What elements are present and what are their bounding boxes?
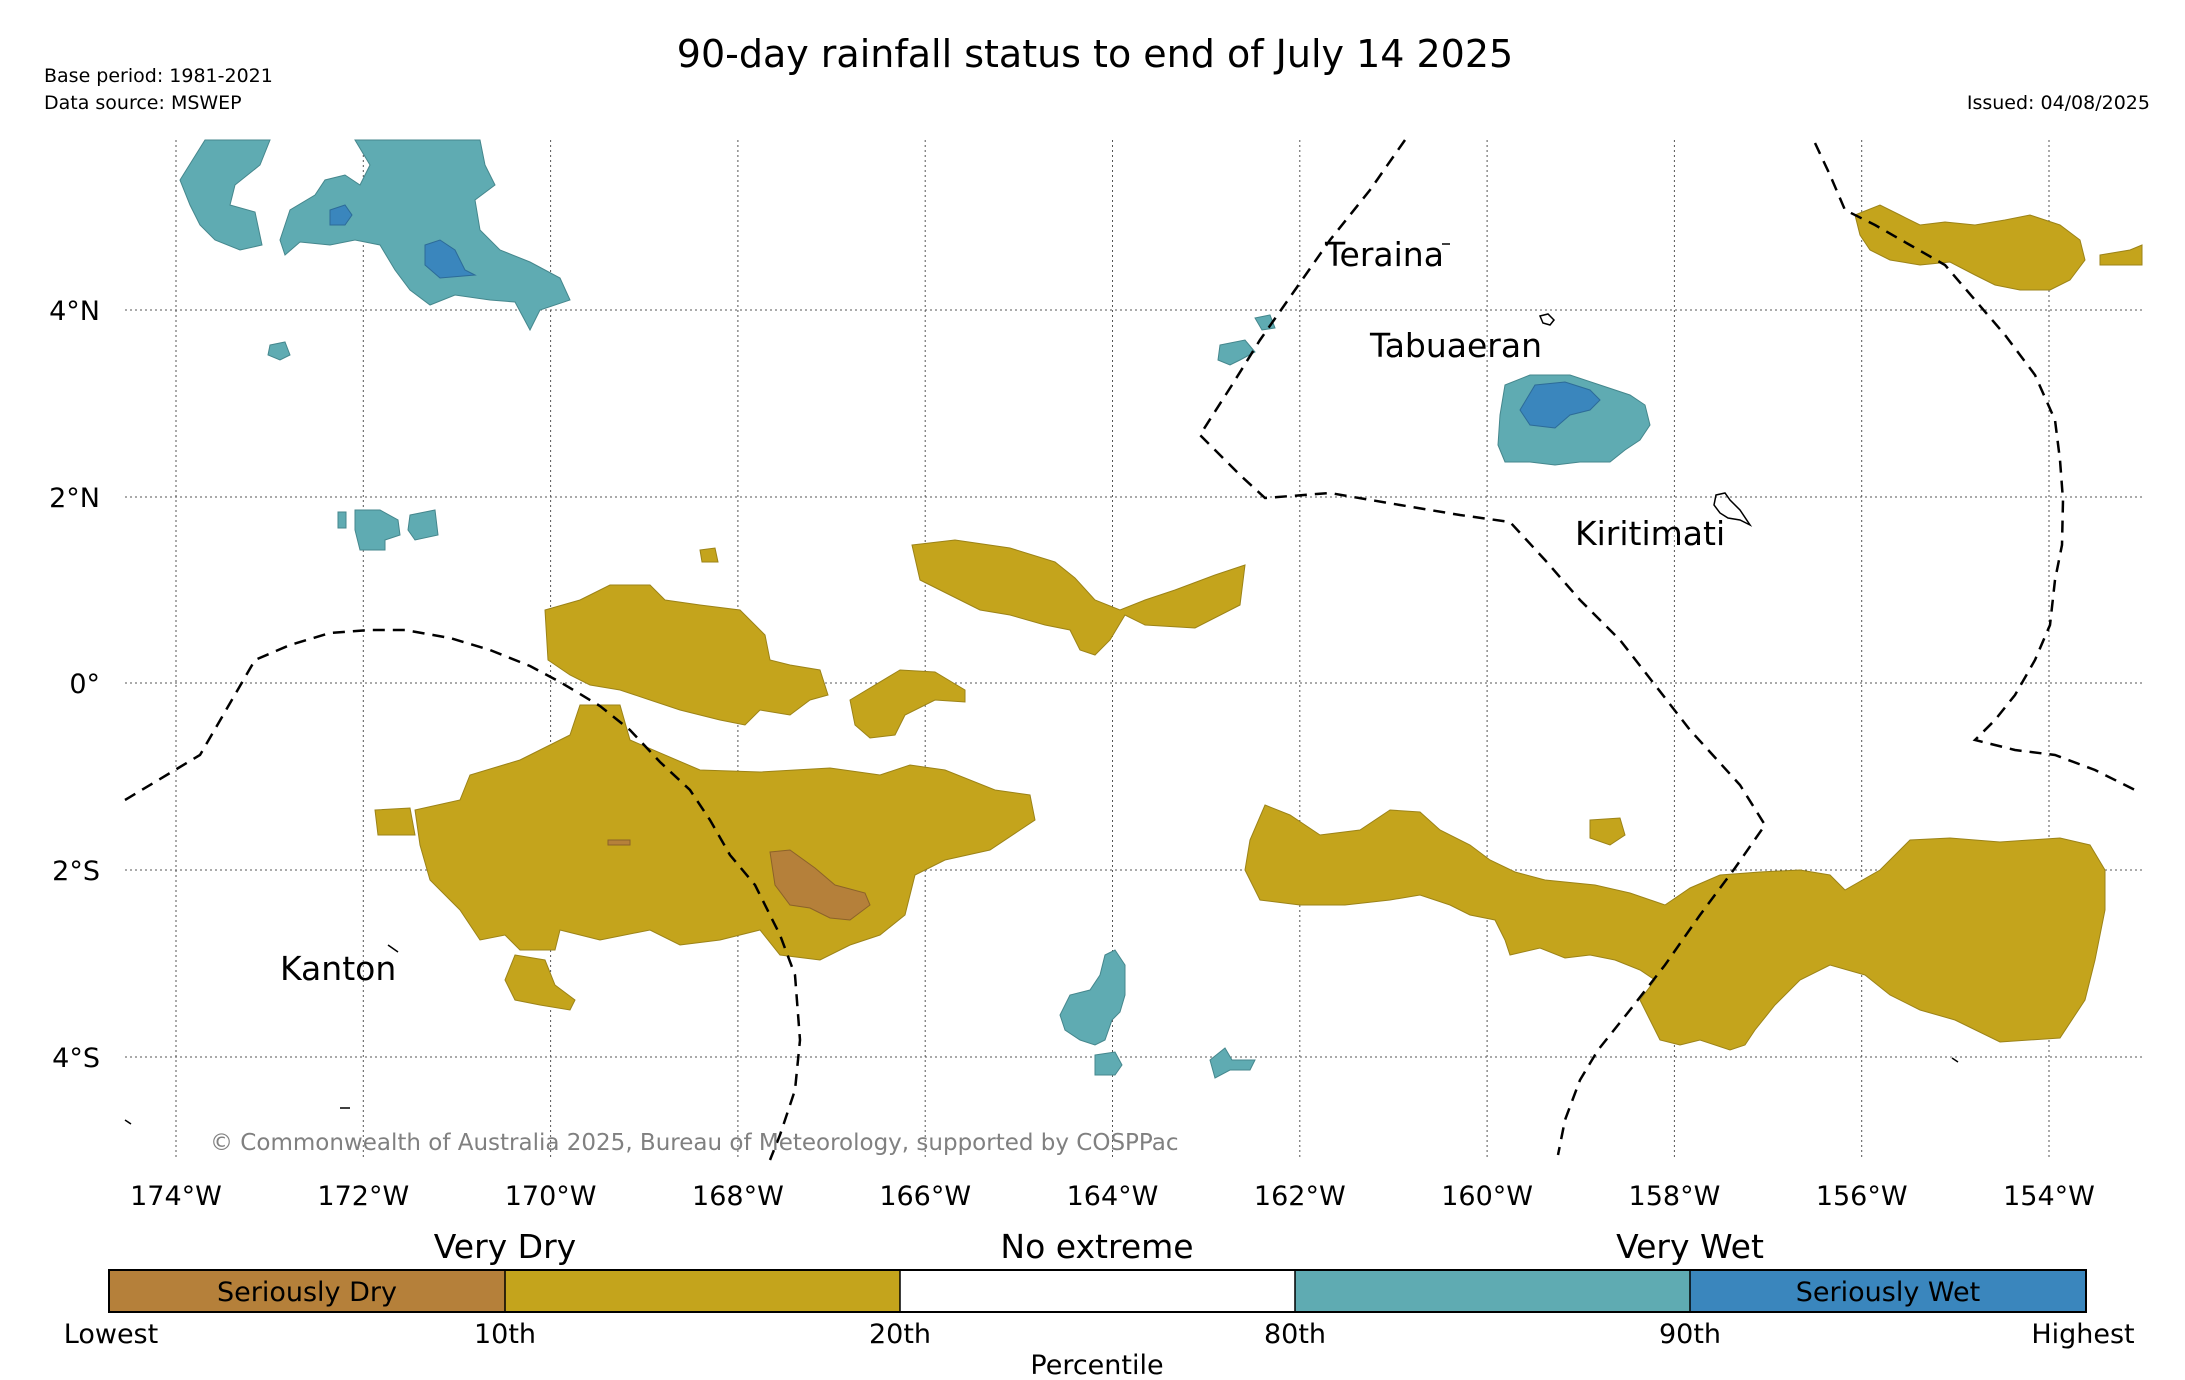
lon-tick-label: 168°W <box>692 1181 784 1212</box>
copyright-notice: © Commonwealth of Australia 2025, Bureau… <box>210 1130 1179 1156</box>
small-island-3 <box>1951 1057 1959 1063</box>
seriously-dry-speck <box>607 839 631 846</box>
legend-colorbar-frame <box>108 1269 2087 1313</box>
very-dry-region-central-south-tail <box>504 954 576 1011</box>
place-label-kanton: Kanton <box>280 949 396 988</box>
lon-tick-label: 170°W <box>505 1181 597 1212</box>
legend-label-seriously-dry: Seriously Dry <box>217 1277 397 1308</box>
axis-tick-labels: 174°W 172°W 170°W 168°W 166°W 164°W 162°W 160°W… <box>49 296 2095 1212</box>
lon-tick-label: 158°W <box>1629 1181 1721 1212</box>
lat-tick-label: 2°N <box>49 483 100 514</box>
tabuaeran-island <box>1538 313 1556 326</box>
map-area: © Commonwealth of Australia 2025, Bureau… <box>124 139 2143 1161</box>
lon-tick-label: 156°W <box>1816 1181 1908 1212</box>
very-wet-region-nw-2 <box>279 139 571 332</box>
very-wet-region-west-3 <box>337 511 347 529</box>
lon-tick-label: 154°W <box>2003 1181 2095 1212</box>
very-dry-region-equator-west <box>544 584 829 726</box>
very-wet-region-south-mid-1 <box>1059 949 1126 1046</box>
legend-swatch-seriously-dry <box>109 1270 505 1312</box>
seriously-dry-region <box>769 849 871 921</box>
very-wet-regions <box>179 139 1651 1079</box>
legend-swatch-seriously-wet <box>1690 1270 2086 1312</box>
legend-axis-label: Percentile <box>1030 1350 1163 1380</box>
very-dry-speck-1 <box>1589 817 1626 846</box>
lon-tick-label: 160°W <box>1441 1181 1533 1212</box>
very-wet-region-nw-1 <box>179 139 271 251</box>
data-source: Data source: MSWEP <box>44 92 242 114</box>
legend-tick-90th: 90th <box>1659 1319 1721 1350</box>
place-label-teraina: Teraina <box>1324 235 1444 274</box>
place-label-kiritimati: Kiritimati <box>1575 514 1725 553</box>
legend-tick-lowest: Lowest <box>64 1319 158 1350</box>
issued-date: Issued: 04/08/2025 <box>1967 92 2150 114</box>
lat-tick-label: 4°N <box>49 296 100 327</box>
legend-tick-highest: Highest <box>2031 1319 2134 1350</box>
very-dry-region-north-mid <box>911 539 1246 656</box>
very-dry-region-ne-tail <box>2099 244 2143 266</box>
very-dry-region-equator-mid <box>849 669 966 739</box>
eez-boundary-kanton <box>124 628 802 1161</box>
legend-tick-80th: 80th <box>1264 1319 1326 1350</box>
kanton-island <box>387 944 399 953</box>
very-dry-region-central-south <box>414 704 1036 961</box>
lat-tick-label: 2°S <box>52 856 100 887</box>
legend-head-very-dry: Very Dry <box>434 1227 576 1266</box>
very-dry-regions <box>374 204 2143 1051</box>
seriously-dry-regions <box>607 839 871 921</box>
lon-tick-label: 162°W <box>1254 1181 1346 1212</box>
small-island-2 <box>124 1119 132 1125</box>
legend-tick-10th: 10th <box>474 1319 536 1350</box>
very-dry-region-ne <box>1854 204 2086 291</box>
legend-swatch-very-wet <box>1295 1270 1690 1312</box>
legend: Very Dry No extreme Very Wet Seriously D… <box>64 1227 2135 1380</box>
kiritimati-island <box>1713 492 1753 527</box>
legend-dividers <box>504 1270 1691 1312</box>
lon-tick-label: 166°W <box>879 1181 971 1212</box>
eez-boundaries <box>124 139 2136 1161</box>
very-wet-region-north-mid-1 <box>1217 339 1256 366</box>
legend-head-very-wet: Very Wet <box>1616 1227 1764 1266</box>
island-outlines <box>124 243 1959 1125</box>
very-wet-region-west-2 <box>407 509 439 541</box>
very-wet-region-south-mid-2 <box>1094 1051 1123 1076</box>
map-title: 90-day rainfall status to end of July 14… <box>677 32 1513 76</box>
seriously-wet-region-nw-1 <box>329 204 353 226</box>
very-dry-speck-2 <box>699 547 719 563</box>
lat-tick-label: 0° <box>69 669 100 700</box>
very-dry-region-west-stub <box>374 807 416 836</box>
legend-swatch-no-extreme <box>900 1270 1295 1312</box>
very-dry-region-east-south <box>1244 804 2106 1051</box>
seriously-wet-region-tabuaeran <box>1519 381 1601 429</box>
seriously-wet-regions <box>329 204 1601 429</box>
lon-tick-label: 174°W <box>130 1181 222 1212</box>
legend-label-seriously-wet: Seriously Wet <box>1796 1277 1980 1308</box>
base-period: Base period: 1981-2021 <box>44 65 273 87</box>
very-wet-region-nw-speck <box>267 341 291 361</box>
very-wet-region-west-1 <box>354 509 401 551</box>
lat-tick-label: 4°S <box>52 1043 100 1074</box>
place-label-tabuaeran: Tabuaeran <box>1369 326 1542 365</box>
legend-swatch-very-dry <box>505 1270 900 1312</box>
very-wet-region-south-mid-3 <box>1209 1047 1256 1079</box>
lon-tick-label: 172°W <box>317 1181 409 1212</box>
legend-tick-20th: 20th <box>869 1319 931 1350</box>
seriously-wet-region-nw-2 <box>424 239 477 279</box>
legend-head-no-extreme: No extreme <box>1000 1227 1193 1266</box>
lon-tick-label: 164°W <box>1067 1181 1159 1212</box>
